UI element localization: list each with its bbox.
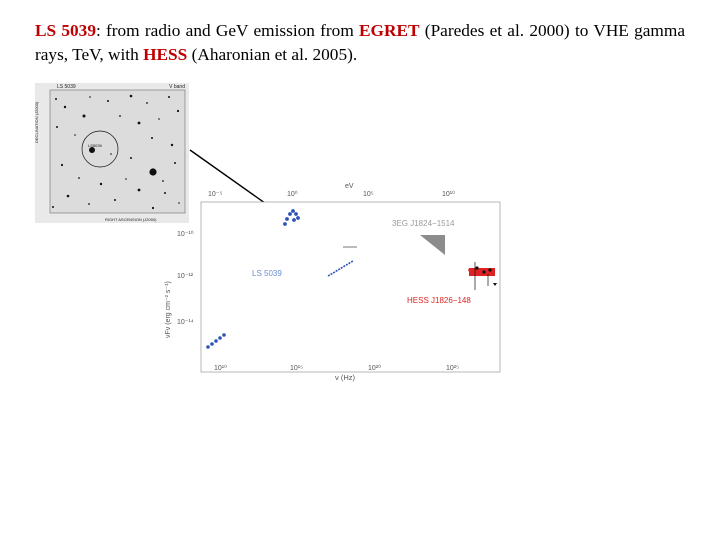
top-tick-3: 10⁵ — [363, 191, 374, 198]
finder-title: LS 5039 — [57, 84, 76, 90]
hess-label: HESS J1826−148 — [407, 296, 471, 305]
heading-text-3: (Aharonian et al. 2005). — [187, 45, 358, 64]
finder-source-label: LS5039 — [88, 143, 102, 148]
x-axis-label: ν (Hz) — [335, 373, 355, 382]
y-axis-label: νFν (erg cm⁻² s⁻¹) — [165, 281, 172, 338]
sed-plot: 10⁻⁵ 10⁰ 10⁵ 10¹⁰ eV 10¹⁰ 10¹⁵ 10²⁰ 10²⁵… — [165, 183, 501, 382]
y-tick-2: 10⁻¹² — [177, 273, 194, 280]
bottom-tick-1: 10¹⁰ — [214, 364, 227, 372]
finder-ra-label: RIGHT ASCENSION (J2000) — [105, 217, 157, 222]
top-tick-1: 10⁻⁵ — [208, 191, 222, 198]
bottom-tick-4: 10²⁵ — [446, 365, 459, 372]
radio-points — [206, 333, 226, 349]
y-tick-1: 10⁻¹⁰ — [177, 230, 194, 238]
bottom-axis: 10¹⁰ 10¹⁵ 10²⁰ 10²⁵ ν (Hz) — [214, 364, 459, 382]
heading-text-2: (Paredes et al. 2000) to VHE gamma rays,… — [35, 21, 685, 64]
xray-spectrum — [327, 260, 354, 277]
bottom-tick-2: 10¹⁵ — [290, 365, 303, 372]
slide-heading: LS 5039: from radio and GeV emission fro… — [35, 19, 685, 67]
ls5039-label: LS 5039 — [252, 269, 282, 278]
plot-frame — [200, 201, 501, 373]
hess-points — [468, 262, 497, 290]
egret-bowtie — [420, 235, 445, 255]
y-tick-3: 10⁻¹⁴ — [177, 319, 194, 326]
optical-points — [283, 209, 300, 226]
finder-chart-image: LS 5039 V band DECLINATION (J2000) RIGHT… — [34, 83, 189, 223]
egret-name: EGRET — [359, 21, 420, 40]
top-tick-4: 10¹⁰ — [442, 190, 455, 198]
bottom-tick-3: 10²⁰ — [368, 364, 381, 372]
star-field — [49, 89, 186, 214]
top-axis-label: eV — [345, 183, 354, 190]
ls5039-name: LS 5039 — [35, 21, 96, 40]
top-tick-2: 10⁰ — [287, 190, 298, 198]
heading-text-1: : from radio and GeV emission from — [95, 21, 360, 40]
hess-name: HESS — [143, 45, 188, 64]
egret-label: 3EG J1824−1514 — [392, 219, 455, 228]
left-axis: 10⁻¹⁰ 10⁻¹² 10⁻¹⁴ νFν (erg cm⁻² s⁻¹) — [165, 230, 194, 338]
finder-band: V band — [169, 84, 185, 90]
top-axis: 10⁻⁵ 10⁰ 10⁵ 10¹⁰ eV — [208, 183, 455, 198]
